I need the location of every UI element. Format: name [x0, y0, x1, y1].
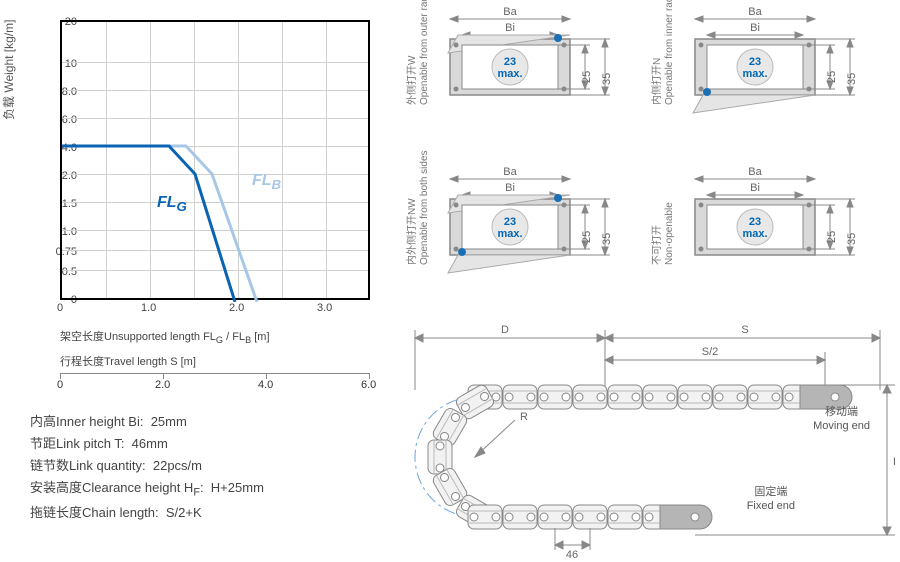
svg-text:35: 35: [846, 233, 858, 245]
series-label-flg: FLG: [157, 194, 187, 214]
yaxis-label: 负载 Weight [kg/m]: [0, 20, 17, 120]
svg-text:25: 25: [581, 231, 593, 243]
chart-svg: [62, 22, 372, 302]
spec-clearance: 安装高度Clearance height HF: H+25mm: [30, 477, 395, 502]
spec-chain-length: 拖链长度Chain length: S/2+K: [30, 502, 395, 524]
cross-section-N: 内侧打开NOpenable from inner radiusBaBi23max…: [650, 5, 875, 155]
svg-text:Ba: Ba: [503, 166, 517, 178]
svg-text:max.: max.: [497, 228, 522, 240]
chart-plot-area: FLG FLB: [60, 20, 370, 300]
xtick: 3.0: [317, 302, 332, 314]
fixed-end-bracket: [660, 505, 712, 529]
dim-S2: S/2: [702, 346, 719, 358]
svg-text:Ba: Ba: [748, 6, 762, 18]
cross-section-W: 外侧打开WOpenable from outer radiusBaBi23max…: [405, 5, 630, 155]
section-svg: Ba Bi 23max. 25 35: [685, 5, 875, 155]
moving-end-label: 移动端Moving end: [813, 405, 870, 434]
svg-text:Bi: Bi: [505, 22, 515, 34]
svg-text:25: 25: [581, 71, 593, 83]
spec-inner-height: 内高Inner height Bi: 25mm: [30, 411, 395, 433]
svg-text:25: 25: [826, 231, 838, 243]
svg-text:max.: max.: [742, 228, 767, 240]
svg-text:23: 23: [749, 56, 761, 68]
svg-text:max.: max.: [497, 68, 522, 80]
svg-text:max.: max.: [742, 68, 767, 80]
svg-text:35: 35: [601, 233, 613, 245]
section-vlabel: 不可打开Non-openable: [652, 202, 676, 265]
svg-text:Bi: Bi: [750, 182, 760, 194]
svg-text:35: 35: [846, 73, 858, 85]
section-svg: Ba Bi 23max. 25 35: [685, 165, 875, 315]
svg-text:23: 23: [504, 216, 516, 228]
svg-text:23: 23: [504, 56, 516, 68]
xtick: 1.0: [141, 302, 156, 314]
xtick: 0: [57, 302, 63, 314]
svg-text:Ba: Ba: [503, 6, 517, 18]
series-label-flb: FLB: [252, 172, 281, 192]
svg-text:25: 25: [826, 71, 838, 83]
section-vlabel: 内侧打开NOpenable from inner radius: [652, 0, 676, 105]
chain-svg: D S S/2 H: [405, 320, 895, 560]
cross-section-X: 不可打开Non-openable Ba Bi 23max. 25 35: [650, 165, 875, 315]
section-svg: Ba Bi 23max. 25 35: [440, 5, 630, 155]
cross-section-NW: 内外侧打开NWOpenable from both sidesBaBi23max…: [405, 165, 630, 315]
xaxis-label-1: 架空长度Unsupported length FLG / FLB [m]: [60, 328, 395, 345]
right-column: 外侧打开WOpenable from outer radiusBaBi23max…: [400, 0, 900, 562]
cross-section-grid: 外侧打开WOpenable from outer radiusBaBi23max…: [405, 5, 895, 315]
load-chart: 负载 Weight [kg/m] 0 0.5 0.75 1.0 1.5 2.0 …: [5, 10, 395, 320]
svg-text:Bi: Bi: [750, 22, 760, 34]
dim-R: R: [520, 411, 528, 423]
svg-text:35: 35: [601, 73, 613, 85]
svg-text:23: 23: [749, 216, 761, 228]
travel-axis: 0 2.0 4.0 6.0: [60, 373, 370, 393]
dim-S: S: [741, 324, 748, 336]
fixed-end-label: 固定端Fixed end: [747, 485, 795, 514]
dim-H: H: [893, 456, 895, 468]
spec-list: 内高Inner height Bi: 25mm 节距Link pitch T: …: [30, 411, 395, 524]
svg-text:Ba: Ba: [748, 166, 762, 178]
section-vlabel: 内外侧打开NWOpenable from both sides: [407, 150, 431, 265]
section-vlabel: 外侧打开WOpenable from outer radius: [407, 0, 431, 105]
section-svg: Ba Bi 23max. 25 35: [440, 165, 630, 315]
xtick: 2.0: [229, 302, 244, 314]
spec-link-pitch: 节距Link pitch T: 46mm: [30, 433, 395, 455]
left-column: 负载 Weight [kg/m] 0 0.5 0.75 1.0 1.5 2.0 …: [0, 0, 400, 562]
dim-D: D: [501, 324, 509, 336]
xaxis-label-2: 行程长度Travel length S [m]: [60, 353, 395, 369]
dim-pitch: 46: [566, 549, 578, 560]
spec-link-qty: 链节数Link quantity: 22pcs/m: [30, 455, 395, 477]
chain-layout-diagram: D S S/2 H: [405, 320, 895, 560]
svg-text:Bi: Bi: [505, 182, 515, 194]
